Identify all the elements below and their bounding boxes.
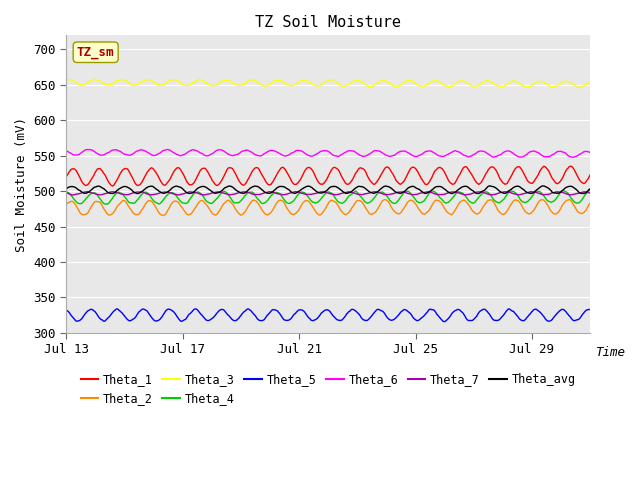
Line: Theta_5: Theta_5: [67, 309, 590, 322]
Text: Time: Time: [595, 346, 625, 359]
Theta_3: [316, 83, 323, 89]
Theta_avg: [448, 191, 456, 196]
Theta_1: [109, 183, 116, 189]
Theta_7: [63, 190, 70, 196]
Theta_3: [312, 83, 320, 88]
Theta_7: [69, 192, 77, 198]
Theta_2: [63, 202, 70, 207]
Theta_2: [375, 204, 383, 209]
Line: Theta_4: Theta_4: [67, 191, 590, 204]
Theta_6: [316, 149, 323, 155]
Theta_6: [493, 153, 500, 159]
Theta_5: [506, 306, 513, 312]
Title: TZ Soil Moisture: TZ Soil Moisture: [255, 15, 401, 30]
Theta_3: [63, 77, 70, 83]
Theta_avg: [576, 190, 584, 195]
Theta_1: [312, 175, 320, 181]
Theta_5: [586, 307, 594, 312]
Theta_4: [312, 200, 320, 206]
Theta_2: [312, 209, 320, 215]
Theta_4: [375, 190, 383, 196]
Theta_3: [347, 80, 355, 86]
Theta_3: [576, 84, 584, 90]
Text: TZ_sm: TZ_sm: [77, 46, 115, 59]
Theta_7: [494, 191, 502, 196]
Line: Theta_6: Theta_6: [67, 149, 590, 157]
Theta_3: [586, 79, 594, 85]
Theta_avg: [346, 190, 354, 195]
Theta_3: [92, 76, 100, 82]
Theta_3: [493, 83, 500, 88]
Theta_1: [316, 180, 323, 186]
Theta_6: [347, 148, 355, 154]
Theta_avg: [374, 189, 382, 194]
Theta_4: [493, 199, 500, 204]
Theta_5: [346, 308, 354, 314]
Theta_5: [314, 314, 322, 320]
Theta_2: [159, 213, 167, 218]
Theta_2: [493, 204, 500, 210]
Legend: Theta_1, Theta_2, Theta_3, Theta_4, Theta_5, Theta_6, Theta_7, Theta_avg: Theta_1, Theta_2, Theta_3, Theta_4, Thet…: [76, 369, 580, 410]
Theta_avg: [586, 186, 594, 192]
Theta_2: [565, 197, 573, 203]
Theta_7: [314, 190, 321, 196]
Theta_5: [440, 319, 448, 324]
Theta_1: [375, 176, 383, 181]
Theta_6: [375, 148, 383, 154]
Theta_5: [374, 306, 382, 312]
Theta_6: [576, 151, 584, 157]
Theta_1: [493, 168, 500, 174]
Theta_5: [63, 308, 70, 313]
Theta_4: [347, 192, 355, 198]
Theta_1: [586, 172, 594, 178]
Line: Theta_3: Theta_3: [67, 79, 590, 87]
Line: Theta_7: Theta_7: [67, 192, 590, 195]
Theta_2: [586, 200, 594, 206]
Theta_7: [348, 190, 356, 195]
Theta_avg: [539, 183, 547, 189]
Theta_6: [312, 151, 320, 157]
Theta_2: [576, 210, 584, 216]
Theta_avg: [63, 186, 70, 192]
Theta_2: [347, 207, 355, 213]
Theta_avg: [314, 190, 322, 195]
Theta_1: [63, 174, 70, 180]
Theta_5: [493, 318, 500, 324]
Theta_4: [575, 200, 582, 206]
Theta_6: [586, 150, 594, 156]
Theta_4: [63, 189, 70, 195]
Theta_7: [317, 189, 324, 195]
Theta_2: [316, 212, 323, 218]
Theta_7: [376, 190, 384, 196]
Line: Theta_2: Theta_2: [67, 200, 590, 216]
Theta_5: [576, 316, 584, 322]
Theta_6: [63, 148, 70, 154]
Theta_7: [586, 190, 594, 196]
Theta_6: [568, 155, 576, 160]
Line: Theta_1: Theta_1: [67, 166, 590, 186]
Theta_3: [375, 79, 383, 85]
Theta_6: [86, 146, 93, 152]
Theta_5: [311, 317, 319, 323]
Theta_4: [316, 198, 323, 204]
Line: Theta_avg: Theta_avg: [67, 186, 590, 193]
Y-axis label: Soil Moisture (mV): Soil Moisture (mV): [15, 117, 28, 252]
Theta_7: [576, 190, 584, 196]
Theta_7: [291, 189, 299, 194]
Theta_1: [576, 177, 584, 183]
Theta_1: [540, 163, 548, 169]
Theta_4: [104, 201, 111, 207]
Theta_3: [575, 84, 582, 90]
Theta_avg: [493, 186, 500, 192]
Theta_1: [347, 179, 355, 185]
Theta_4: [586, 188, 594, 193]
Theta_avg: [311, 188, 319, 193]
